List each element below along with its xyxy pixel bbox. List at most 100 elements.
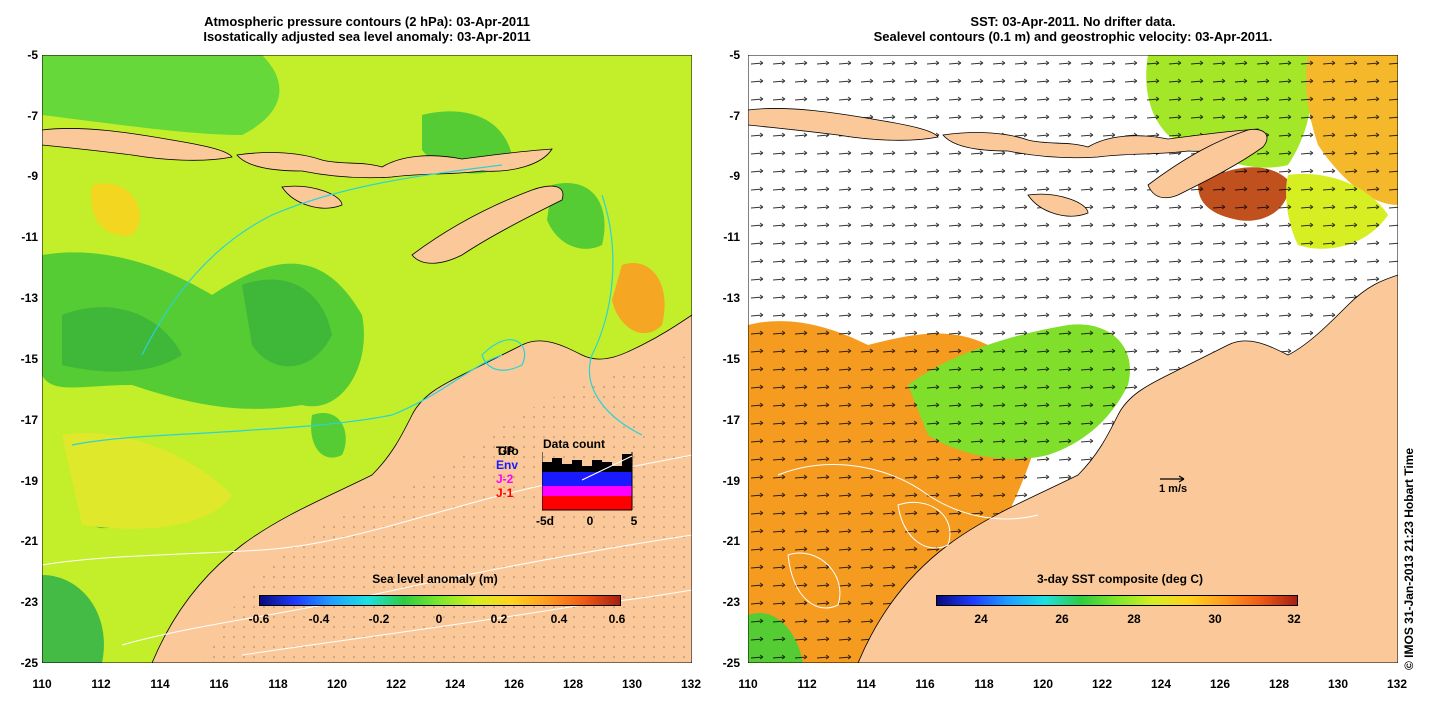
right-title-line1: SST: 03-Apr-2011. No drifter data. [970,14,1176,29]
pressure-contour [141,164,503,356]
lat-tick: -23 [20,595,38,609]
lon-tick: 118 [974,677,994,691]
lon-tick: 130 [621,677,643,691]
anomaly-green-region [42,575,104,663]
land-sumba [1027,193,1089,217]
velocity-scale-arrow [1160,475,1185,483]
lat-tick: -9 [729,169,740,183]
lat-tick: -19 [20,474,38,488]
sealevel-contour [777,464,1039,520]
land-dot-pattern [202,355,692,663]
land-islands-north [748,108,939,141]
colorbar-tick: 24 [974,612,988,626]
lat-tick: -17 [722,413,740,427]
legend-j2: J-2 [496,472,514,486]
legend-env: Env [496,458,519,472]
land-timor [411,185,564,264]
right-title: SST: 03-Apr-2011. No drifter data. Seale… [748,14,1398,44]
colorbar-tick: 32 [1287,612,1301,626]
land-sumba [281,185,343,209]
lat-tick: -15 [722,352,740,366]
pressure-contour [481,339,526,371]
lon-tick: 124 [444,677,466,691]
lon-tick: 110 [32,677,52,691]
lat-tick: -5 [729,48,740,62]
anomaly-green-region [242,279,332,367]
legend-gfo: Gfo [498,444,519,458]
lon-tick: 128 [562,677,584,691]
lon-tick: 110 [738,677,758,691]
lon-tick: 132 [1386,677,1408,691]
pressure-contour [588,194,643,436]
lon-tick: 120 [326,677,348,691]
lat-tick: -13 [722,291,740,305]
lon-tick: 112 [91,677,111,691]
lat-tick: -25 [20,656,38,670]
lon-tick: 132 [680,677,702,691]
lon-tick: 114 [150,677,170,691]
colorbar-tick: 26 [1055,612,1069,626]
data-count-tick: -5d [536,514,554,528]
anomaly-yellow-region [62,433,232,529]
sst-colorbar [936,595,1298,606]
anomaly-orange-region [612,263,665,334]
colorbar-tick: 0.4 [550,612,568,626]
lon-tick: 120 [1032,677,1054,691]
sla-colorbar-label: Sea level anomaly (m) [372,572,498,586]
data-count-title: Data count [543,437,606,451]
pressure-contour [71,354,503,446]
anomaly-green-region [62,307,182,372]
lat-tick: -13 [20,291,38,305]
lat-tick: -25 [722,656,740,670]
lat-tick: -7 [729,109,740,123]
lat-tick: -7 [27,109,38,123]
lon-tick: 126 [1209,677,1231,691]
right-map [748,55,1398,663]
lon-tick: 124 [1150,677,1172,691]
lat-tick: -11 [723,230,740,244]
lon-tick: 112 [797,677,817,691]
left-map [42,55,692,663]
velocity-scale-label: 1 m/s [1159,483,1188,495]
data-count-chart [542,452,633,511]
lat-tick: -11 [21,230,38,244]
lon-tick: 122 [1091,677,1113,691]
lat-tick: -21 [20,534,38,548]
lon-tick: 128 [1268,677,1290,691]
colorbar-tick: 28 [1127,612,1141,626]
data-count-legend: T/P Gfo Env J-2 J-1 [496,444,519,500]
data-count-tick: 0 [586,514,594,528]
anomaly-green-region [42,55,280,135]
colorbar-tick: -0.2 [368,612,390,626]
lon-tick: 114 [856,677,876,691]
lon-tick: 116 [209,677,229,691]
bar-stack [542,454,632,510]
lat-tick: -15 [20,352,38,366]
lon-tick: 116 [915,677,935,691]
lat-tick: -17 [20,413,38,427]
lat-tick: -19 [722,474,740,488]
lat-tick: -5 [27,48,38,62]
left-title: Atmospheric pressure contours (2 hPa): 0… [42,14,692,44]
anomaly-yellow-region [91,183,140,236]
land-island [942,128,1259,159]
land-island [236,148,553,179]
legend-tp: T/P [496,444,515,458]
lon-tick: 118 [268,677,288,691]
sla-colorbar [259,595,621,606]
left-title-line1: Atmospheric pressure contours (2 hPa): 0… [204,14,530,29]
lon-tick: 130 [1327,677,1349,691]
legend-j1: J-1 [496,486,514,500]
colorbar-tick: 0.6 [608,612,626,626]
pressure-contour-land [241,589,692,656]
lat-tick: -9 [27,169,38,183]
anomaly-green-region [311,413,346,458]
colorbar-tick: -0.4 [308,612,330,626]
left-title-line2: Isostatically adjusted sea level anomaly… [203,29,531,44]
lon-tick: 126 [503,677,525,691]
colorbar-tick: -0.6 [248,612,270,626]
data-count-tick: 5 [630,514,638,528]
right-title-line2: Sealevel contours (0.1 m) and geostrophi… [873,29,1273,44]
pressure-contour-land [121,534,692,646]
colorbar-tick: 30 [1208,612,1222,626]
